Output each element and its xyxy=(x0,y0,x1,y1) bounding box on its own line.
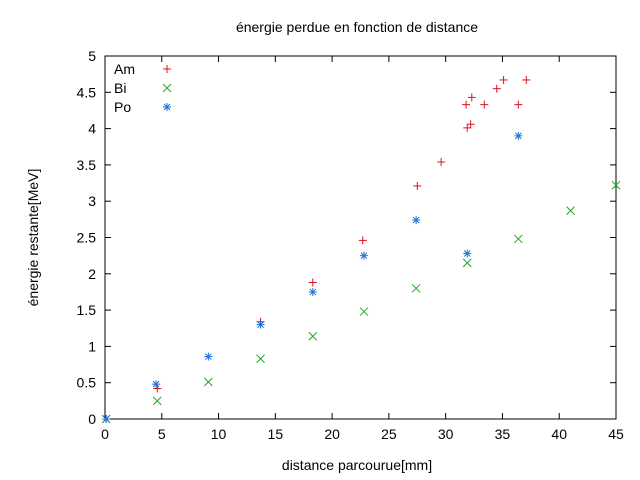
y-axis-label: énergie restante[MeV] xyxy=(25,169,41,307)
y-tick-label: 1.5 xyxy=(77,302,97,318)
legend-label-bi: Bi xyxy=(114,80,126,96)
data-point-po xyxy=(514,131,523,140)
y-tick-label: 2 xyxy=(88,266,96,282)
x-axis-ticks: 0 5 10 15 20 25 30 35 40 45 xyxy=(101,56,624,442)
plot-frame xyxy=(104,55,617,420)
data-point-bi xyxy=(256,354,265,364)
y-tick-label: 3 xyxy=(88,193,96,209)
data-point-am xyxy=(467,93,476,102)
data-point-bi xyxy=(152,396,162,406)
data-point-po xyxy=(204,352,213,361)
data-point-po xyxy=(256,320,265,329)
data-point-po xyxy=(412,216,421,225)
legend-marker-po xyxy=(163,103,171,111)
legend-label-po: Po xyxy=(114,99,131,115)
x-tick-label: 25 xyxy=(381,426,397,442)
data-point-am xyxy=(308,278,317,287)
series-bi xyxy=(101,180,621,424)
y-axis-ticks: 0 0.5 1 1.5 2 2.5 3 3.5 4 4.5 5 xyxy=(77,48,616,427)
data-point-po xyxy=(308,287,317,296)
series-po xyxy=(102,131,523,423)
data-point-bi xyxy=(462,258,472,268)
data-point-po xyxy=(463,249,472,258)
data-point-am xyxy=(437,157,446,166)
x-axis-label: distance parcourue[mm] xyxy=(282,457,432,473)
y-tick-label: 1 xyxy=(88,338,96,354)
legend: Am Bi Po xyxy=(114,61,172,115)
data-point-am xyxy=(463,123,472,132)
series-am xyxy=(102,75,531,423)
y-tick-label: 4.5 xyxy=(77,84,97,100)
y-tick-label: 5 xyxy=(88,48,96,64)
data-point-am xyxy=(413,181,422,190)
legend-marker-am xyxy=(163,65,171,73)
x-tick-label: 35 xyxy=(495,426,511,442)
y-tick-label: 0.5 xyxy=(77,375,97,391)
data-point-am xyxy=(522,75,531,84)
data-point-bi xyxy=(611,180,621,190)
data-point-bi xyxy=(411,283,421,293)
data-series-layer xyxy=(101,75,621,424)
x-tick-label: 40 xyxy=(551,426,567,442)
data-point-po xyxy=(152,380,161,389)
data-point-bi xyxy=(359,307,369,316)
data-point-bi xyxy=(308,331,318,341)
x-tick-label: 20 xyxy=(324,426,340,442)
legend-label-am: Am xyxy=(114,61,135,77)
x-tick-label: 5 xyxy=(158,426,166,442)
x-tick-label: 15 xyxy=(268,426,284,442)
data-point-am xyxy=(358,236,367,245)
x-tick-label: 10 xyxy=(211,426,227,442)
data-point-am xyxy=(466,120,475,129)
data-point-am xyxy=(499,75,508,84)
data-point-bi xyxy=(513,234,523,244)
x-tick-label: 45 xyxy=(608,426,624,442)
y-tick-label: 3.5 xyxy=(77,157,97,173)
data-point-po xyxy=(102,415,111,423)
data-point-am xyxy=(492,84,501,93)
chart-title: énergie perdue en fonction de distance xyxy=(236,19,478,35)
data-point-am xyxy=(514,100,523,109)
data-point-am xyxy=(462,100,471,109)
data-point-am xyxy=(480,100,489,109)
data-point-bi xyxy=(203,377,213,387)
x-tick-label: 30 xyxy=(438,426,454,442)
data-point-po xyxy=(359,251,368,260)
y-tick-label: 0 xyxy=(88,411,96,427)
data-point-bi xyxy=(566,206,575,215)
y-tick-label: 2.5 xyxy=(77,230,97,246)
x-tick-label: 0 xyxy=(101,426,109,442)
legend-marker-bi xyxy=(162,83,172,93)
y-tick-label: 4 xyxy=(88,121,96,137)
